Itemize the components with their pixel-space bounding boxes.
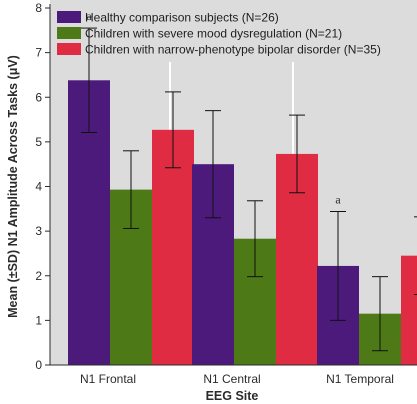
- y-tick-label: 6: [35, 90, 42, 104]
- x-axis: N1 Frontal N1 Central N1 Temporal: [50, 364, 417, 386]
- bar: [401, 255, 417, 365]
- y-tick-label: 1: [35, 313, 42, 327]
- bar: [152, 129, 194, 365]
- significance-marker: a: [86, 9, 92, 23]
- y-tick-label: 4: [35, 180, 42, 194]
- y-tick-label: 7: [35, 46, 42, 60]
- error-bars: [81, 27, 417, 352]
- x-tick-label: N1 Temporal: [326, 372, 394, 386]
- legend-label: Children with severe mood dysregulation …: [85, 27, 342, 41]
- legend-swatch: [57, 43, 81, 55]
- legend-label: Children with narrow-phenotype bipolar d…: [85, 43, 381, 57]
- y-tick-label: 3: [35, 224, 42, 238]
- x-axis-title: EEG Site: [206, 389, 259, 403]
- y-tick-label: 0: [35, 358, 42, 372]
- x-tick-label: N1 Frontal: [80, 372, 136, 386]
- x-tick-label: N1 Central: [203, 372, 260, 386]
- annotations: aaa: [86, 9, 341, 206]
- y-tick-label: 2: [35, 269, 42, 283]
- legend-swatch: [57, 11, 81, 23]
- legend: Healthy comparison subjects (N=26) Childr…: [57, 11, 381, 57]
- legend-swatch: [57, 27, 81, 39]
- y-axis-title: Mean (±SD) N1 Amplitude Across Tasks (μV…: [6, 55, 20, 318]
- legend-label: Healthy comparison subjects (N=26): [85, 11, 279, 25]
- y-tick-label: 5: [35, 135, 42, 149]
- y-axis: 0 1 2 3 4 5 6 7 8: [35, 1, 51, 372]
- y-tick-label: 8: [35, 1, 42, 15]
- significance-marker: a: [335, 192, 341, 206]
